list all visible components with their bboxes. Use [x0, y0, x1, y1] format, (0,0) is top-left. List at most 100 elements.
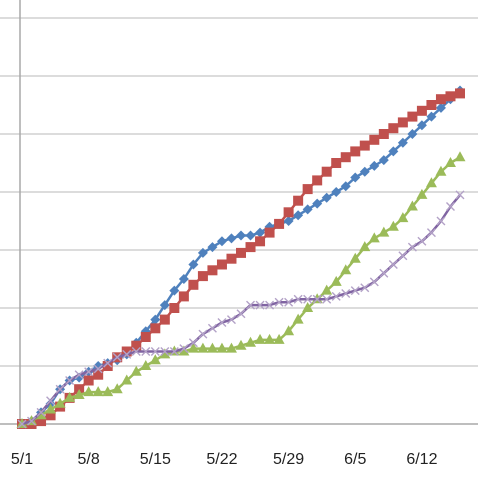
data-point — [341, 289, 351, 298]
data-point — [150, 323, 161, 334]
data-point — [397, 137, 408, 148]
data-point — [112, 352, 122, 362]
data-point — [388, 123, 399, 134]
data-point — [378, 226, 390, 237]
data-point — [102, 361, 113, 371]
data-point — [359, 241, 371, 252]
data-point — [226, 315, 236, 325]
data-point — [388, 146, 399, 157]
data-point — [35, 409, 47, 420]
x-tick-label: 5/22 — [206, 451, 237, 468]
data-point — [350, 172, 361, 183]
data-point — [349, 252, 361, 263]
data-point — [121, 374, 133, 385]
x-tick-label: 6/5 — [344, 451, 366, 468]
data-point — [397, 117, 408, 128]
data-point — [436, 216, 446, 226]
data-point — [293, 294, 303, 304]
data-point — [340, 264, 352, 275]
data-point — [359, 140, 370, 151]
data-point — [131, 347, 141, 356]
series-3 — [16, 151, 466, 428]
data-point — [407, 129, 418, 139]
data-point — [379, 268, 389, 278]
series-group — [16, 85, 466, 429]
data-point — [340, 152, 351, 163]
data-point — [454, 151, 466, 162]
x-tick-label: 6/12 — [406, 451, 437, 468]
data-point — [83, 375, 94, 386]
data-point — [264, 333, 276, 344]
data-point — [398, 251, 408, 261]
data-point — [45, 403, 57, 414]
data-point — [55, 384, 65, 394]
data-point — [331, 158, 342, 168]
data-point — [302, 184, 313, 195]
data-point — [245, 230, 256, 241]
data-point — [369, 160, 380, 171]
data-point — [36, 407, 46, 417]
data-point — [312, 294, 322, 304]
data-point — [406, 200, 418, 211]
data-point — [140, 360, 152, 370]
data-point — [93, 369, 104, 380]
data-point — [378, 155, 389, 166]
x-tick-label: 5/29 — [273, 451, 304, 468]
data-point — [36, 416, 47, 427]
data-point — [206, 342, 218, 353]
data-point — [198, 329, 208, 339]
x-tick-label: 5/1 — [11, 451, 33, 468]
data-point — [435, 94, 446, 105]
data-point — [321, 166, 332, 177]
data-point — [102, 386, 114, 397]
data-point — [246, 300, 256, 310]
data-point — [178, 274, 189, 284]
data-point — [330, 275, 342, 286]
data-point — [197, 342, 209, 353]
data-point — [74, 370, 84, 380]
data-point — [416, 120, 427, 131]
data-point — [369, 277, 379, 287]
data-point — [255, 236, 266, 247]
data-point — [445, 202, 455, 211]
data-point — [73, 389, 85, 399]
data-point — [187, 342, 199, 353]
data-point — [321, 192, 332, 203]
data-point — [321, 284, 333, 295]
data-point — [130, 365, 142, 376]
data-point — [360, 283, 370, 293]
data-point — [455, 190, 465, 200]
data-point — [93, 364, 103, 374]
data-point — [255, 227, 266, 238]
data-point — [283, 216, 294, 226]
data-point — [254, 333, 266, 344]
data-point — [293, 210, 304, 221]
data-point — [455, 88, 465, 99]
data-point — [131, 340, 142, 351]
data-point — [255, 300, 265, 310]
data-point — [236, 230, 246, 241]
data-point — [350, 286, 360, 296]
data-point — [293, 195, 304, 206]
data-point — [159, 314, 170, 325]
data-point — [245, 336, 257, 347]
data-point — [340, 181, 351, 192]
data-point — [265, 300, 275, 310]
series-4 — [17, 190, 465, 429]
data-point — [236, 309, 246, 319]
data-point — [92, 386, 104, 397]
data-point — [274, 218, 285, 229]
data-point — [397, 212, 409, 223]
data-point — [64, 391, 76, 402]
series-2 — [17, 88, 465, 429]
data-point — [283, 325, 295, 336]
data-point — [54, 397, 66, 408]
data-point — [302, 204, 313, 215]
data-point — [121, 346, 132, 357]
data-point — [303, 294, 313, 304]
data-point — [425, 177, 437, 188]
data-point — [103, 358, 113, 368]
data-point — [160, 347, 170, 356]
data-point — [312, 198, 323, 209]
data-point — [368, 232, 380, 243]
